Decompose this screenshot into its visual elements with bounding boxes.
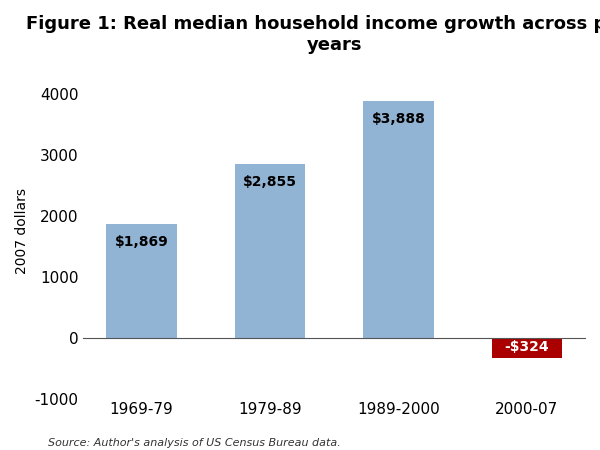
Text: $1,869: $1,869 xyxy=(115,235,169,249)
Text: 2000-07: 2000-07 xyxy=(495,402,559,417)
Text: Source: Author's analysis of US Census Bureau data.: Source: Author's analysis of US Census B… xyxy=(48,437,341,447)
Y-axis label: 2007 dollars: 2007 dollars xyxy=(15,188,29,274)
Text: 1989-2000: 1989-2000 xyxy=(357,402,440,417)
Text: $3,888: $3,888 xyxy=(371,112,425,126)
Text: -$324: -$324 xyxy=(505,340,549,354)
Text: $2,855: $2,855 xyxy=(243,175,297,189)
Text: 1979-89: 1979-89 xyxy=(238,402,302,417)
Bar xyxy=(363,101,434,338)
Title: Figure 1: Real median household income growth across peak
years: Figure 1: Real median household income g… xyxy=(26,15,600,54)
Text: 1969-79: 1969-79 xyxy=(110,402,173,417)
Bar xyxy=(491,338,562,358)
Bar xyxy=(235,164,305,338)
Bar xyxy=(106,224,177,338)
